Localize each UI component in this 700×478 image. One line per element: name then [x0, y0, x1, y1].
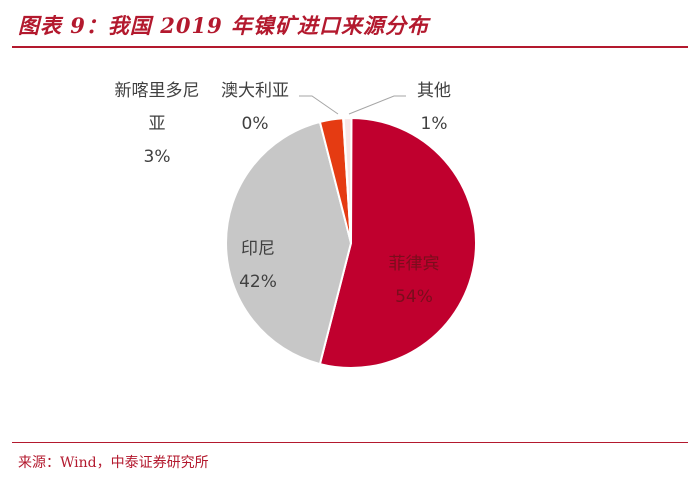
source-note: 来源：Wind，中泰证券研究所 [18, 455, 209, 471]
header-divider [12, 46, 688, 48]
slice-value-4: 1% [421, 114, 448, 134]
footer-divider [12, 442, 688, 443]
leader-line-3 [299, 95, 339, 115]
slice-label-4: 其他 [417, 81, 451, 101]
figure-title: 图表 9：我国 2019 年镍矿进口来源分布 [18, 13, 429, 38]
slice-label-2-line-1: 亚 [149, 114, 166, 134]
slice-value-1: 42% [239, 272, 277, 292]
pie-slice-1 [225, 120, 353, 366]
slice-value-2: 3% [144, 147, 171, 167]
pie-slice-0 [318, 116, 477, 369]
slice-label-0: 菲律宾 [389, 254, 440, 274]
slice-label-3: 澳大利亚 [221, 81, 289, 101]
leader-line-4 [348, 95, 406, 115]
pie-slice-4 [342, 116, 353, 244]
figure-header: 图表 9：我国 2019 年镍矿进口来源分布 [0, 0, 700, 48]
slice-value-0: 54% [395, 287, 433, 307]
slice-value-3: 0% [242, 114, 269, 134]
slice-label-2-line-0: 新喀里多尼 [115, 81, 200, 101]
slice-label-1: 印尼 [241, 239, 275, 259]
pie-chart-area: 菲律宾 54% 印尼 42% 新喀里多尼亚 3% 澳大利亚 0% 其他 1% [0, 48, 700, 440]
